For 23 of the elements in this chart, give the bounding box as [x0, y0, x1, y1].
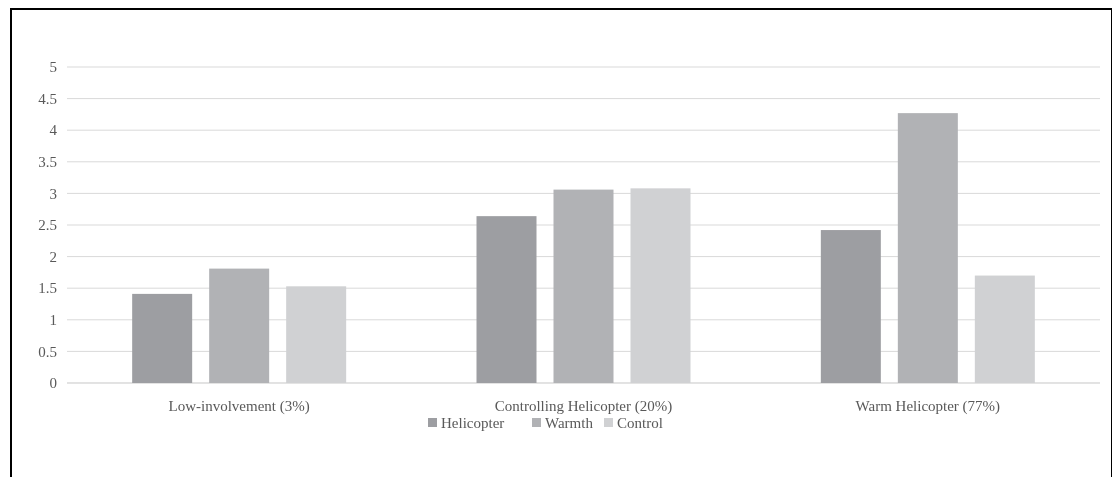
bar	[132, 293, 193, 383]
y-tick-label: 5	[49, 59, 57, 76]
y-tick-label: 4.5	[38, 90, 57, 107]
y-tick-label: 4	[49, 122, 58, 139]
bar	[820, 230, 881, 383]
bar	[553, 189, 614, 383]
bar	[209, 268, 270, 383]
x-tick-label: Warm Helicopter (77%)	[855, 398, 1001, 415]
legend-label: Warmth	[545, 415, 594, 432]
bar	[476, 216, 537, 383]
y-tick-label: 1	[49, 312, 57, 329]
legend-label: Helicopter	[441, 415, 505, 432]
y-tick-label: 2	[49, 248, 57, 265]
bar	[897, 113, 958, 383]
legend-label: Control	[617, 415, 663, 432]
y-tick-label: 2.5	[38, 217, 57, 234]
x-tick-label: Low-involvement (3%)	[168, 398, 310, 415]
y-tick-label: 1.5	[38, 280, 57, 297]
x-tick-label: Controlling Helicopter (20%)	[494, 398, 673, 415]
y-tick-label: 0	[49, 375, 57, 392]
y-tick-label: 0.5	[38, 343, 57, 360]
y-tick-label: 3.5	[38, 154, 57, 171]
y-tick-label: 3	[49, 185, 57, 202]
